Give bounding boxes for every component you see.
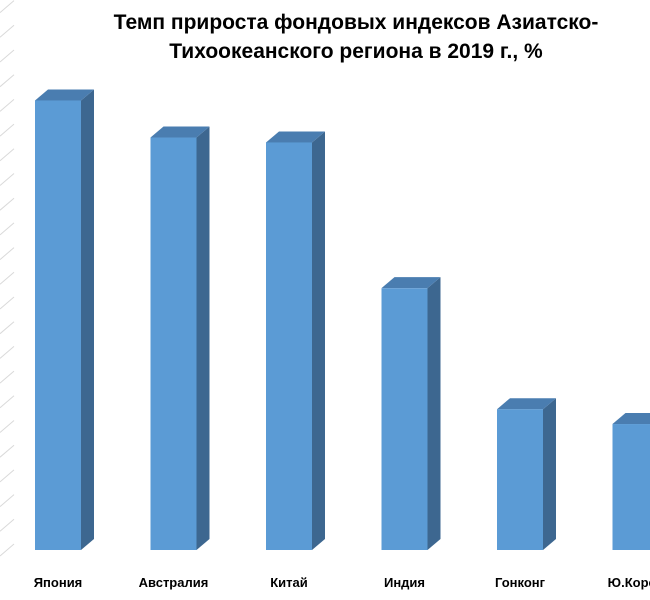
gridline — [0, 420, 15, 433]
bar-top — [497, 398, 556, 410]
gridline — [0, 370, 15, 384]
bar-front — [612, 424, 650, 550]
bar-front — [266, 142, 312, 550]
gridline — [0, 247, 15, 260]
gridline — [0, 123, 15, 137]
bar-side — [81, 89, 94, 551]
gridline — [0, 518, 15, 532]
gridlines — [0, 0, 15, 557]
bars — [35, 89, 650, 551]
gridline — [0, 24, 15, 38]
gridline — [0, 222, 15, 236]
category-label: Индия — [384, 575, 425, 590]
gridline — [0, 99, 15, 112]
gridline — [0, 494, 15, 507]
gridline — [0, 197, 15, 211]
bar — [612, 413, 650, 550]
gridline — [0, 296, 15, 310]
gridline — [0, 49, 15, 63]
bar-side — [196, 126, 210, 550]
bar-top — [150, 126, 210, 138]
bar — [35, 89, 94, 551]
gridline — [0, 74, 15, 88]
gridline — [0, 173, 15, 186]
category-label: Гонконг — [495, 575, 546, 590]
bar — [150, 126, 210, 550]
gridline — [0, 148, 15, 162]
bar-front — [381, 288, 428, 550]
category-label: Китай — [270, 575, 308, 590]
gridline — [0, 346, 15, 359]
chart-title-line-2: Тихоокеанского региона в 2019 г., % — [169, 40, 543, 63]
bar — [381, 277, 441, 550]
gridline — [0, 444, 15, 458]
gridline — [0, 395, 15, 409]
bar-top — [612, 413, 650, 425]
chart-title: Темп прироста фондовых индексов Азиатско… — [0, 8, 650, 66]
bar-side — [427, 277, 441, 550]
bar-top — [266, 131, 325, 143]
chart-title-line-1: Темп прироста фондовых индексов Азиатско… — [113, 11, 599, 34]
bar — [266, 131, 325, 550]
gridline — [0, 469, 15, 483]
bar-front — [35, 100, 81, 551]
bar-top — [35, 89, 94, 101]
gridline — [0, 0, 15, 13]
bar-front — [150, 137, 197, 550]
category-label: Австралия — [139, 575, 209, 590]
category-labels: Япония Австралия Китай Индия Гонконг Ю.Корея — [34, 575, 650, 590]
category-label: Япония — [34, 575, 83, 590]
gridline — [0, 321, 15, 335]
gridline — [0, 543, 15, 557]
category-label: Ю.Корея — [608, 575, 650, 590]
bar-top — [381, 277, 441, 289]
bar-side — [312, 131, 325, 550]
bar — [497, 398, 556, 550]
gridline — [0, 271, 15, 285]
bar-side — [543, 398, 556, 550]
bar-front — [497, 409, 543, 550]
